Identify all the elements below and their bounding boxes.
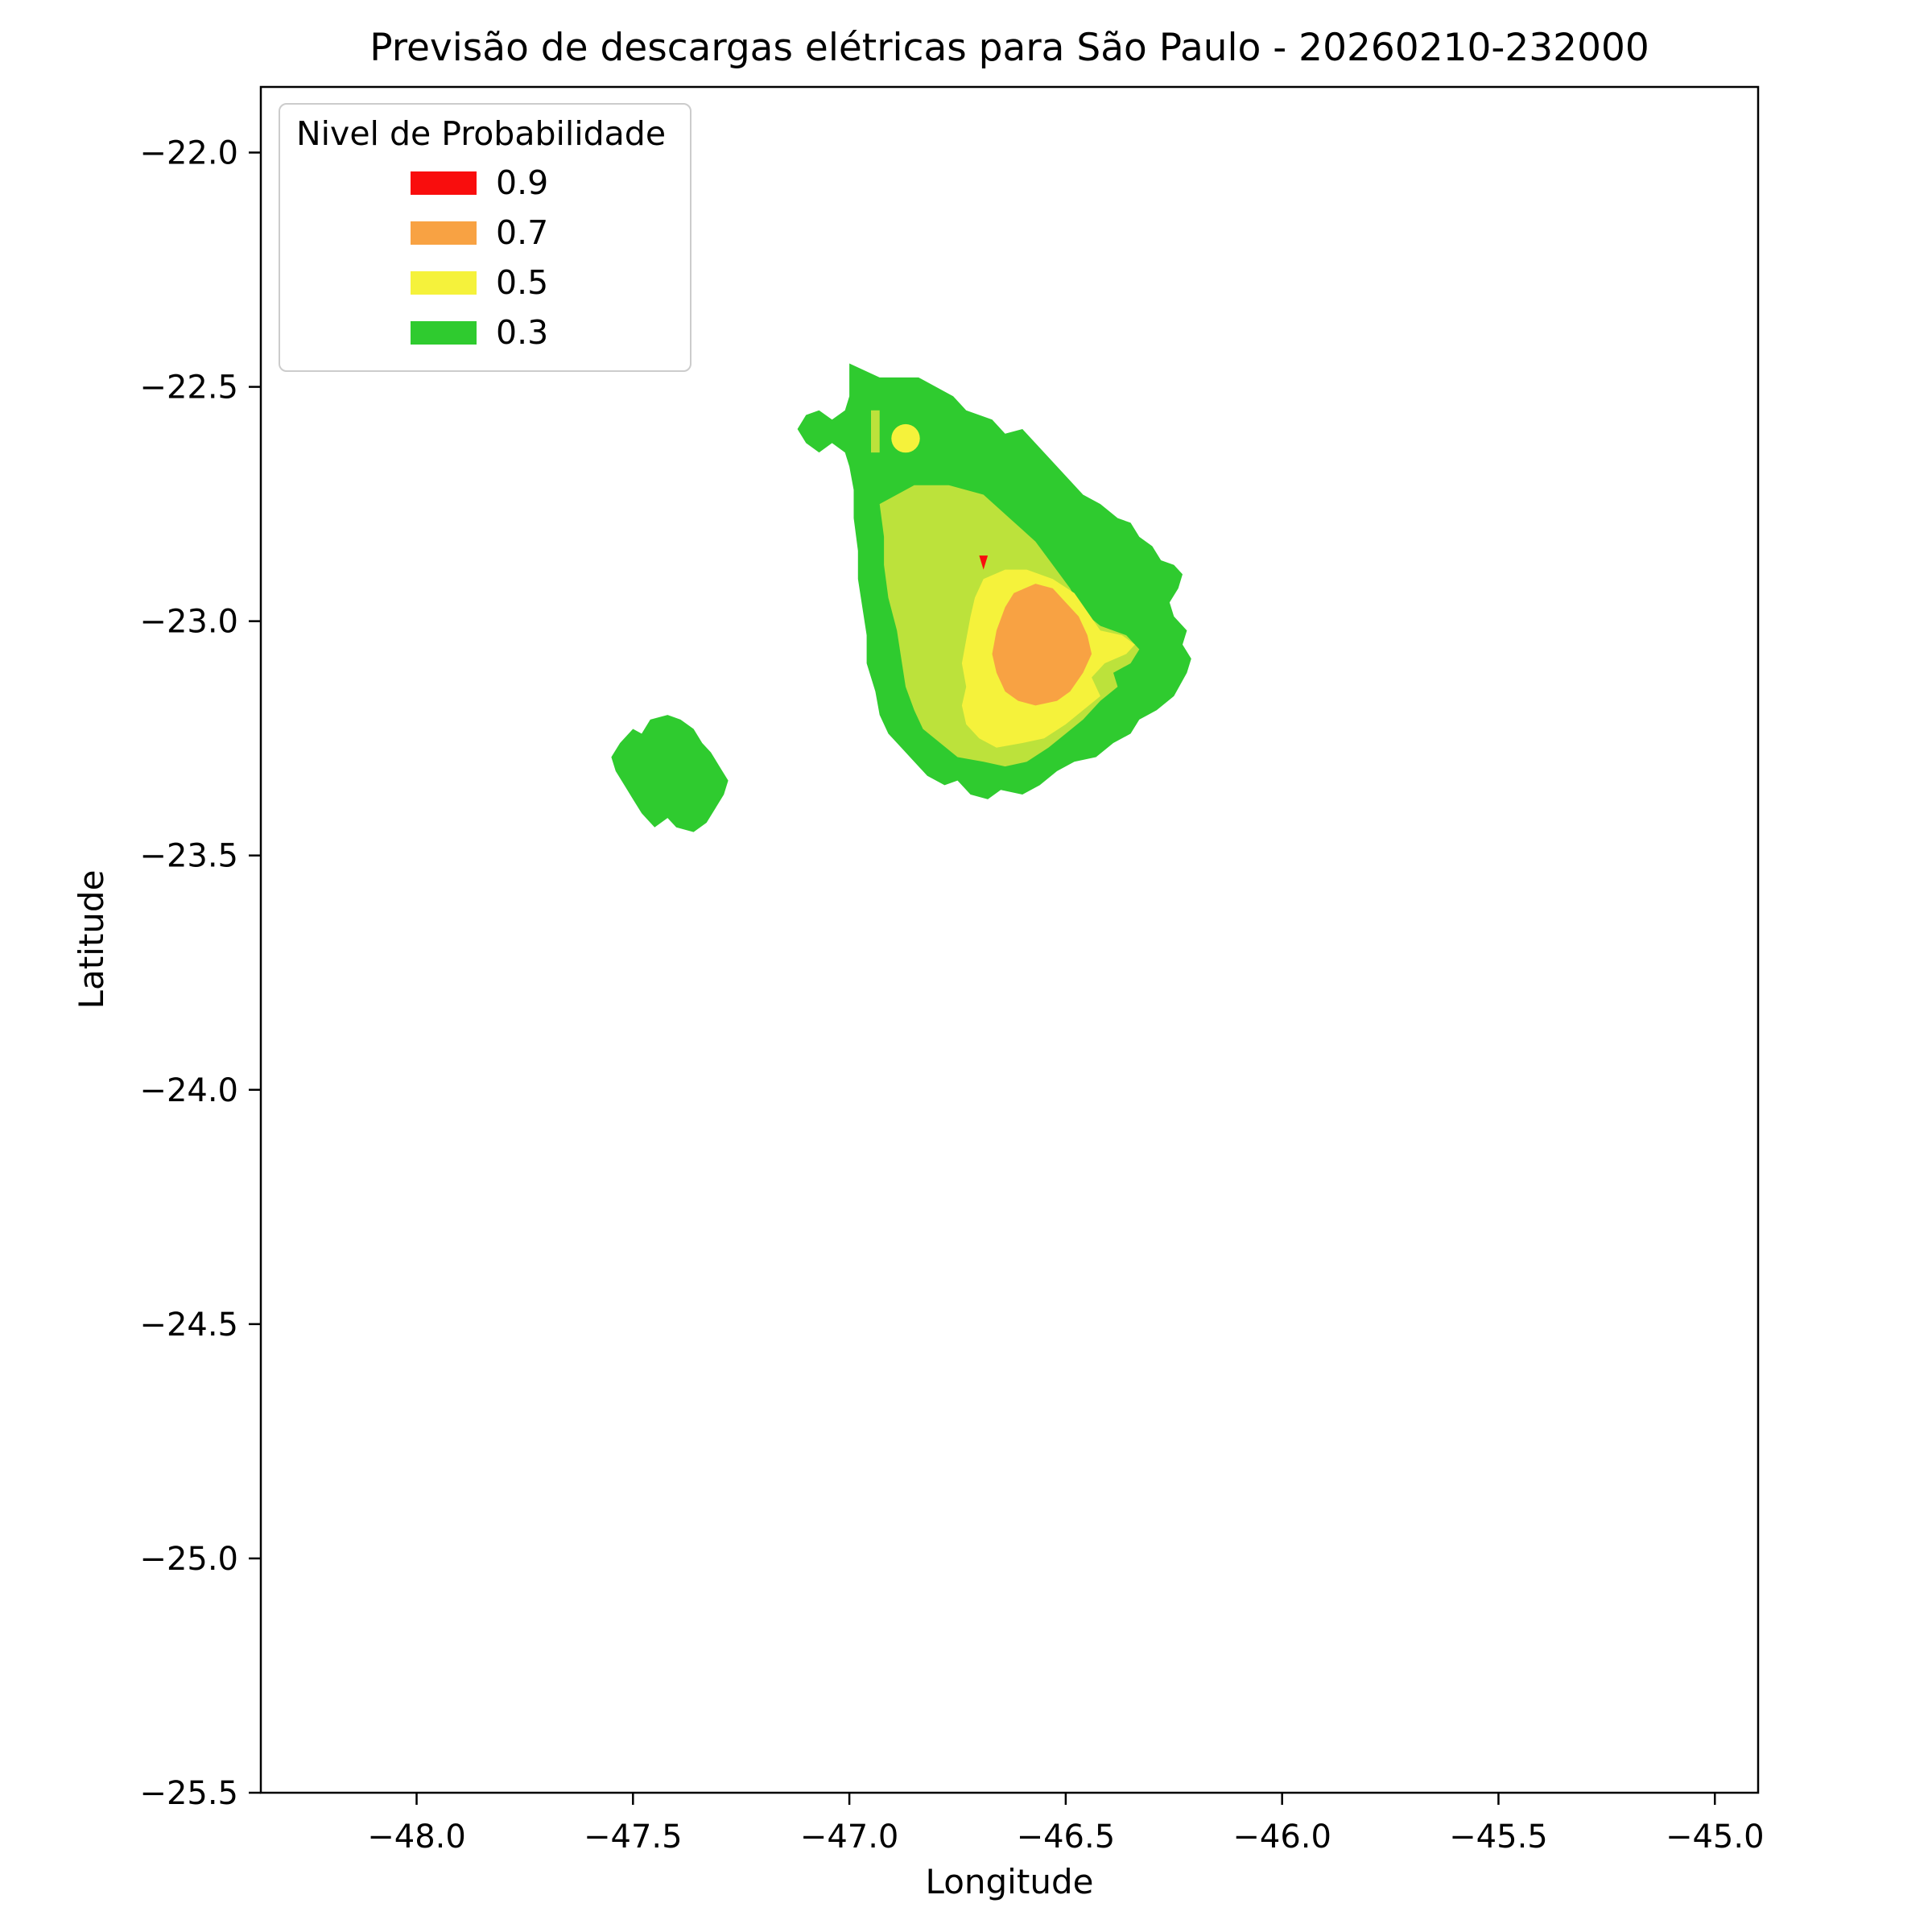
legend-entries: 0.9 0.7 0.5 0.3 [296, 158, 666, 357]
legend-entry-label: 0.9 [496, 163, 549, 202]
legend-entry-0.5: 0.5 [411, 258, 666, 308]
y-tick-label: −23.0 [139, 604, 238, 641]
axes-frame [259, 85, 1760, 1794]
y-tick-label: −22.5 [139, 369, 238, 407]
contour-region-prob-0.3-southwest-cell [611, 715, 729, 832]
legend-entry-0.3: 0.3 [411, 308, 666, 357]
contour-regions [611, 363, 1191, 832]
legend-title: Nivel de Probabilidade [296, 114, 667, 153]
y-tick-label: −25.5 [139, 1775, 238, 1812]
x-tick-label: −46.5 [1017, 1818, 1116, 1856]
axis-ticks: −48.0 −47.5 −47.0 −46.5 −46.0 −45.5 −45.0 −22.0… [139, 135, 1764, 1856]
x-tick-label: −47.0 [800, 1818, 899, 1856]
y-tick-label: −23.5 [139, 838, 238, 875]
legend-entry-0.9: 0.9 [411, 158, 666, 208]
x-tick-label: −45.5 [1449, 1818, 1548, 1856]
y-tick-label: −25.0 [139, 1541, 238, 1578]
x-axis-label: Longitude [926, 1862, 1094, 1901]
legend-swatch-0.3 [411, 320, 477, 345]
y-tick-label: −24.0 [139, 1072, 238, 1109]
contour-region-prob-0.4-top-sliver [871, 410, 880, 453]
legend-entry-0.7: 0.7 [411, 208, 666, 258]
legend-swatch-0.9 [411, 171, 477, 195]
y-tick-label: −24.5 [139, 1307, 238, 1344]
legend-entry-label: 0.7 [496, 213, 549, 252]
x-tick-label: −45.0 [1666, 1818, 1765, 1856]
legend-swatch-0.7 [411, 221, 477, 245]
marker-yellow-dot [891, 423, 920, 453]
legend: Nivel de Probabilidade 0.9 0.7 0.5 0.3 [279, 103, 692, 372]
legend-entry-label: 0.5 [496, 263, 549, 302]
chart-title: Previsão de descargas elétricas para São… [369, 26, 1649, 70]
legend-swatch-0.5 [411, 270, 477, 295]
x-tick-label: −46.0 [1232, 1818, 1331, 1856]
contour-region-prob-0.7-core [992, 584, 1092, 706]
y-axis-label: Latitude [72, 870, 111, 1009]
contour-region-prob-0.9-speck [979, 555, 989, 570]
legend-entry-label: 0.3 [496, 313, 549, 352]
y-tick-label: −22.0 [139, 135, 238, 172]
x-tick-label: −47.5 [584, 1818, 683, 1856]
x-tick-label: −48.0 [367, 1818, 466, 1856]
